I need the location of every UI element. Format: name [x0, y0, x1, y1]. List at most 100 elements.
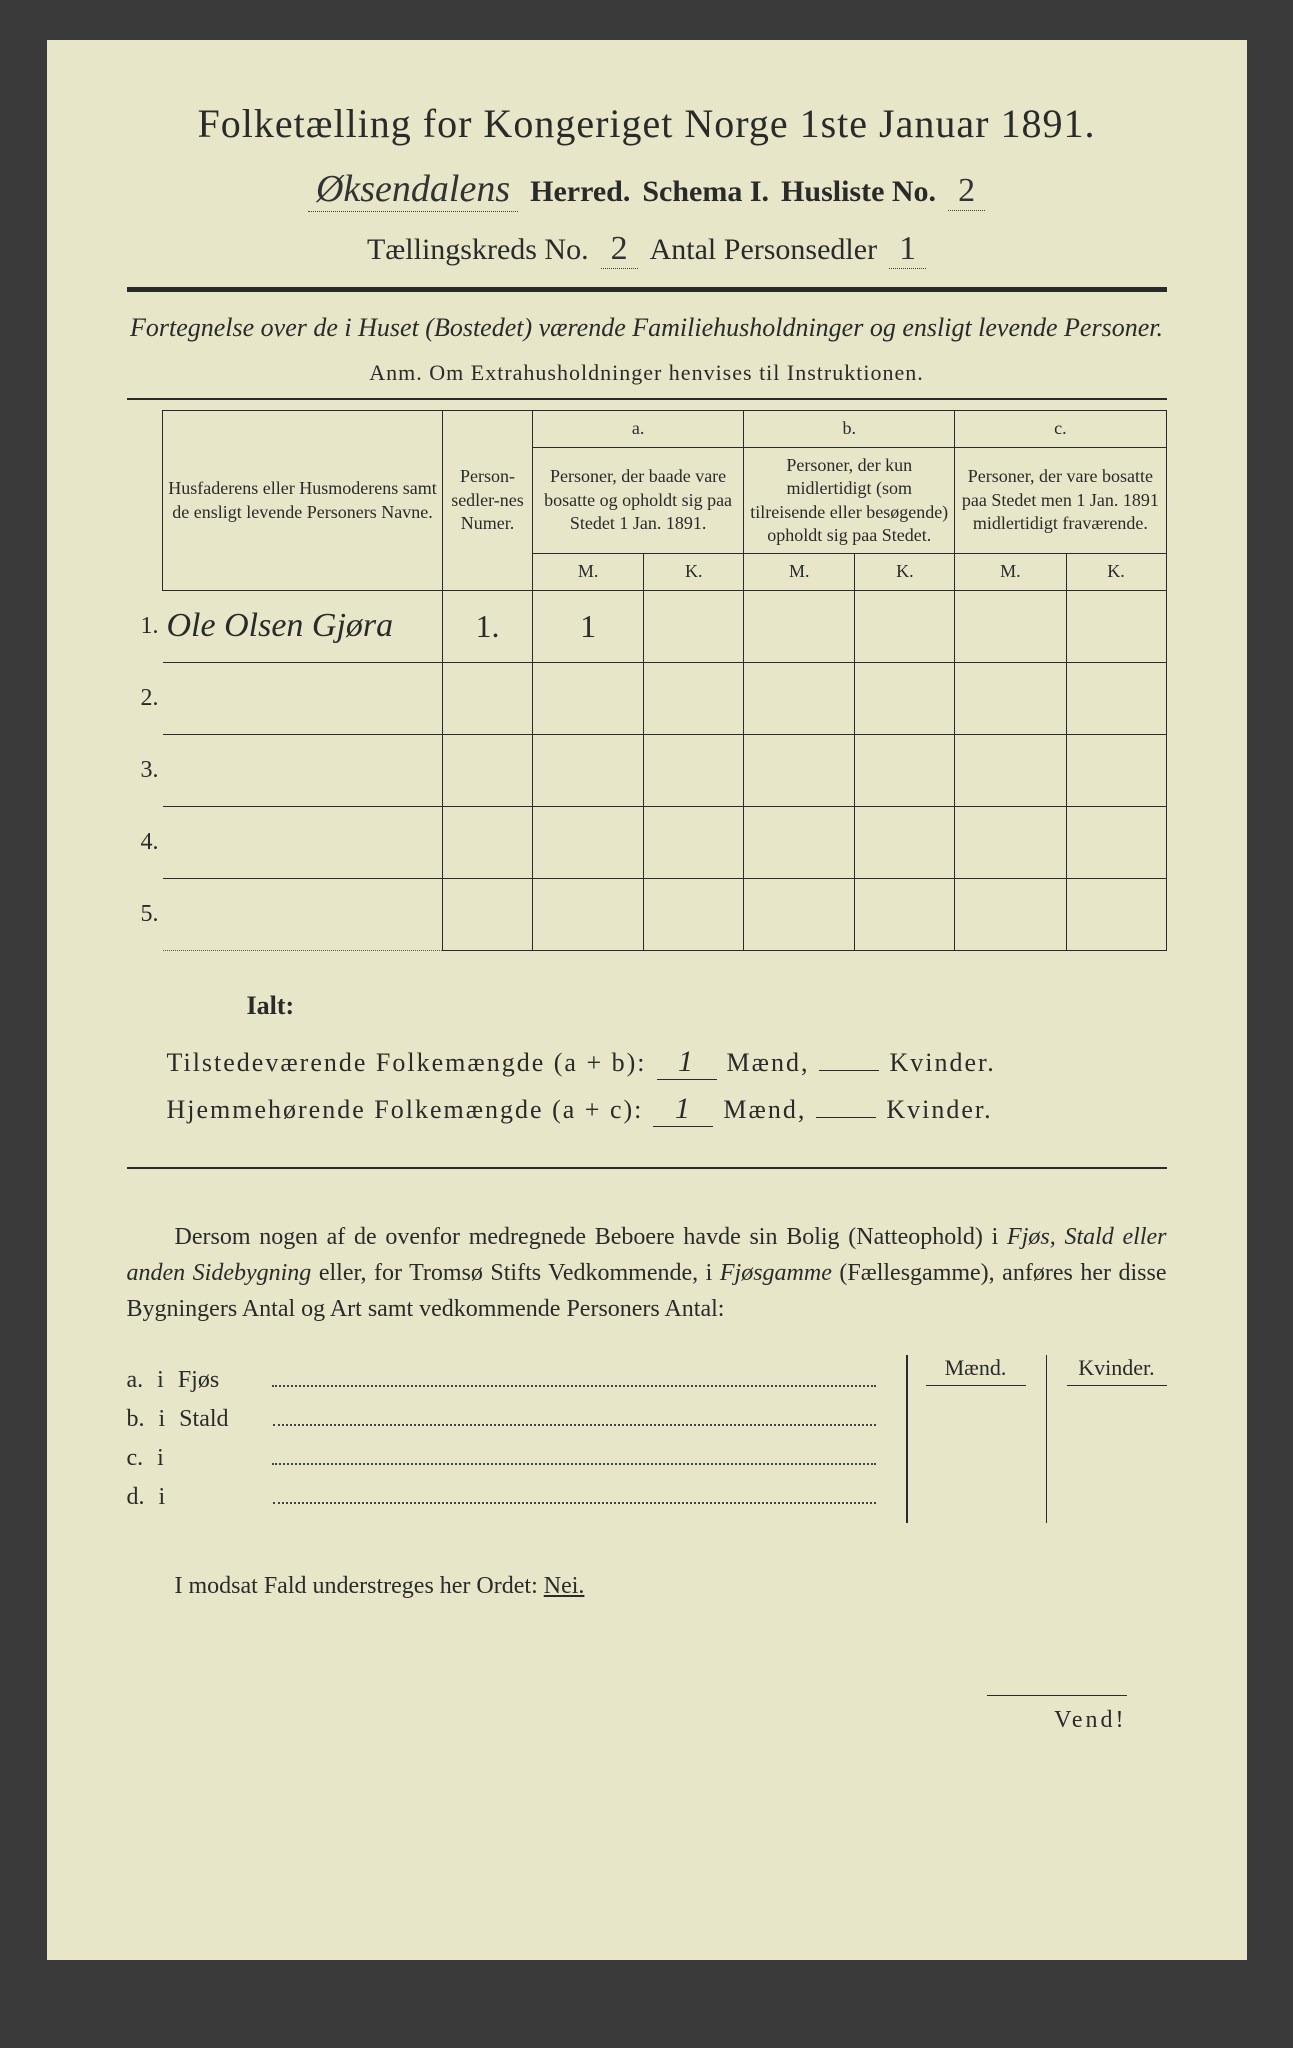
header-line-2: Tællingskreds No. 2 Antal Personsedler 1: [127, 230, 1167, 269]
c-m: M.: [955, 554, 1066, 590]
b-k-cell: [855, 806, 955, 878]
row-number: 1.: [127, 590, 163, 662]
ob-letter: a.: [127, 1367, 144, 1394]
dotted-fill: [272, 1373, 876, 1387]
a-m-cell: [533, 662, 644, 734]
a-m-cell: [533, 878, 644, 950]
a-k-cell: [644, 734, 744, 806]
numer-cell: [443, 878, 533, 950]
a-k-cell: [644, 590, 744, 662]
outbuilding-row: a. i Fjøs: [127, 1367, 876, 1394]
col-c-top: c.: [955, 411, 1166, 447]
ob-letter: d.: [127, 1484, 145, 1511]
outbuilding-mk: Mænd. Kvinder.: [906, 1355, 1167, 1523]
herred-label: Herred.: [530, 175, 630, 209]
outbuilding-list: a. i Fjøs b. i Stald c. i d. i: [127, 1355, 876, 1523]
col-c-header: Personer, der vare bosatte paa Stedet me…: [955, 447, 1166, 554]
b-k-cell: [855, 734, 955, 806]
c-k: K.: [1066, 554, 1166, 590]
ob-label: Stald: [179, 1406, 259, 1433]
ob-i: i: [157, 1445, 164, 1472]
summary-line-2: Hjemmehørende Folkemængde (a + c): 1 Mæn…: [167, 1092, 1167, 1127]
row-number: 4.: [127, 806, 163, 878]
outbuilding-block: a. i Fjøs b. i Stald c. i d. i Mænd. Kvi…: [127, 1355, 1167, 1523]
vend-footer: Vend!: [127, 1680, 1167, 1734]
a-k-cell: [644, 806, 744, 878]
a-m-cell: 1: [533, 590, 644, 662]
outbuilding-row: b. i Stald: [127, 1406, 876, 1433]
c-k-cell: [1066, 662, 1166, 734]
dotted-fill: [272, 1451, 876, 1465]
b-k-cell: [855, 662, 955, 734]
numer-cell: [443, 662, 533, 734]
name-cell: [163, 806, 443, 878]
c-m-cell: [955, 878, 1066, 950]
a-m-cell: [533, 806, 644, 878]
c-m-cell: [955, 734, 1066, 806]
summary-kvinder-1: Kvinder.: [889, 1048, 995, 1078]
name-cell: Ole Olsen Gjøra: [163, 590, 443, 662]
c-m-cell: [955, 590, 1066, 662]
b-m-cell: [744, 878, 855, 950]
b-m: M.: [744, 554, 855, 590]
a-m-cell: [533, 734, 644, 806]
name-cell: [163, 878, 443, 950]
dotted-fill: [273, 1490, 875, 1504]
c-k-cell: [1066, 590, 1166, 662]
ialt-label: Ialt:: [247, 991, 1167, 1021]
col-names-header: Husfaderens eller Husmoderens samt de en…: [163, 411, 443, 590]
outbuilding-row: d. i: [127, 1484, 876, 1511]
antal-label: Antal Personsedler: [650, 233, 877, 267]
col-b-top: b.: [744, 411, 955, 447]
c-k-cell: [1066, 734, 1166, 806]
herred-handwritten: Øksendalens: [308, 167, 518, 212]
a-m: M.: [533, 554, 644, 590]
page-title: Folketælling for Kongeriget Norge 1ste J…: [127, 100, 1167, 147]
summary-2-label: Hjemmehørende Folkemængde (a + c):: [167, 1095, 644, 1125]
husliste-label: Husliste No.: [781, 175, 936, 209]
ob-label: Fjøs: [178, 1367, 258, 1394]
b-m-cell: [744, 590, 855, 662]
ob-letter: b.: [127, 1406, 145, 1433]
ob-i: i: [159, 1406, 166, 1433]
summary-maend-1: Mænd,: [727, 1048, 810, 1078]
husliste-no: 2: [948, 172, 985, 211]
divider-thin-1: [127, 398, 1167, 400]
numer-cell: 1.: [443, 590, 533, 662]
divider-thin-2: [127, 1167, 1167, 1169]
summary-2-m: 1: [653, 1092, 713, 1127]
col-b-header: Personer, der kun midlertidigt (som tilr…: [744, 447, 955, 554]
table-row: 3.: [127, 734, 1167, 806]
nei-prefix: I modsat Fald understreges her Ordet:: [175, 1573, 544, 1599]
col-numer-header: Person-sedler-nes Numer.: [443, 411, 533, 590]
census-form-page: Folketælling for Kongeriget Norge 1ste J…: [47, 40, 1247, 1960]
b-m-cell: [744, 734, 855, 806]
c-k-cell: [1066, 878, 1166, 950]
mk-divider: [1046, 1355, 1047, 1523]
row-number: 3.: [127, 734, 163, 806]
a-k-cell: [644, 878, 744, 950]
col-blank: [127, 411, 163, 590]
intro-italic: Fortegnelse over de i Huset (Bostedet) v…: [127, 310, 1167, 346]
maend-header: Mænd.: [926, 1355, 1026, 1386]
antal-no: 1: [889, 230, 926, 269]
kvinder-header: Kvinder.: [1067, 1355, 1167, 1386]
c-m-cell: [955, 662, 1066, 734]
table-row: 1. Ole Olsen Gjøra 1. 1: [127, 590, 1167, 662]
summary-2-k: [816, 1117, 876, 1118]
kreds-label: Tællingskreds No.: [367, 233, 589, 267]
row-number: 2.: [127, 662, 163, 734]
table-row: 5.: [127, 878, 1167, 950]
name-cell: [163, 662, 443, 734]
b-k: K.: [855, 554, 955, 590]
ob-i: i: [157, 1367, 164, 1394]
summary-1-label: Tilstedeværende Folkemængde (a + b):: [167, 1048, 647, 1078]
maend-col: Mænd.: [926, 1355, 1026, 1523]
ob-letter: c.: [127, 1445, 144, 1472]
nei-line: I modsat Fald understreges her Ordet: Ne…: [175, 1573, 1167, 1600]
kvinder-col: Kvinder.: [1067, 1355, 1167, 1523]
b-m-cell: [744, 806, 855, 878]
a-k-cell: [644, 662, 744, 734]
summary-kvinder-2: Kvinder.: [886, 1095, 992, 1125]
intro-anm: Anm. Om Extrahusholdninger henvises til …: [127, 360, 1167, 386]
